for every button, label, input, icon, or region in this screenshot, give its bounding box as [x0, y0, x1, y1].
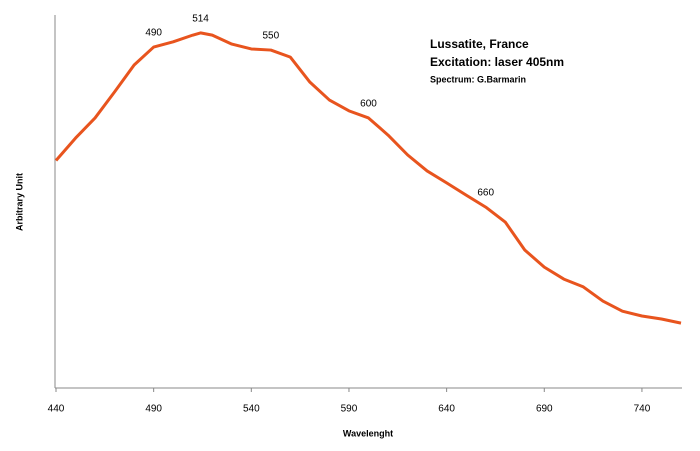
peak-label: 600: [360, 99, 377, 110]
x-tick-label: 490: [145, 404, 162, 415]
peak-label: 550: [263, 31, 280, 42]
peak-label: 490: [145, 28, 162, 39]
x-tick-label: 690: [536, 404, 553, 415]
x-tick-label: 540: [243, 404, 260, 415]
chart-credit: Spectrum: G.Barmarin: [430, 74, 526, 84]
x-tick-label: 740: [634, 404, 651, 415]
peak-label: 514: [192, 14, 209, 25]
line: [54, 31, 682, 325]
y-axis-label: Arbitrary Unit: [14, 173, 24, 231]
chart-title: Lussatite, France: [430, 37, 529, 51]
x-tick-label: 640: [438, 404, 455, 415]
x-tick-label: 440: [48, 404, 65, 415]
x-axis-label: Wavelenght: [343, 428, 393, 438]
x-tick-label: 590: [341, 404, 358, 415]
peak-label: 660: [477, 188, 494, 199]
chart-subtitle: Excitation: laser 405nm: [430, 55, 564, 69]
